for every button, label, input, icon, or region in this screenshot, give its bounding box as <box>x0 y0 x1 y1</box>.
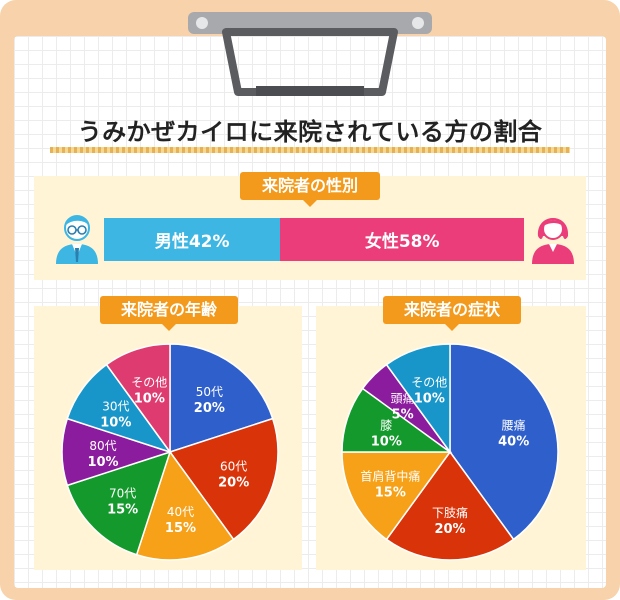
age-slice-0 <box>169 343 274 454</box>
male-label: 男性42% <box>154 232 230 252</box>
symptom-slice-value-4: 5% <box>392 408 414 423</box>
clipboard-clip-icon <box>188 12 432 96</box>
gender-bar: 男性42% 女性58% <box>104 218 524 261</box>
age-slice-label-2: 40代 <box>167 505 194 519</box>
age-slice-value-1: 20% <box>218 476 249 491</box>
age-slice-label-4: 80代 <box>89 439 116 453</box>
page-title: うみかぜカイロに来院されている方の割合 <box>77 118 543 146</box>
age-heading: 来院者の年齢 <box>100 296 238 331</box>
age-slice-label-6: その他 <box>131 375 167 389</box>
symptom-slice-label-0: 腰痛 <box>502 417 526 432</box>
age-slice-label-3: 70代 <box>109 486 136 500</box>
symptom-slice-1 <box>385 450 515 561</box>
age-slice-value-0: 20% <box>194 401 225 416</box>
age-slice-2 <box>135 450 235 561</box>
age-slice-label-0: 50代 <box>196 385 223 399</box>
age-slice-label-5: 30代 <box>102 400 129 414</box>
age-slice-value-3: 15% <box>107 502 138 517</box>
male-segment: 男性42% <box>104 218 281 261</box>
symptom-slice-label-5: その他 <box>411 375 447 389</box>
symptom-slice-5 <box>385 343 451 455</box>
symptom-slice-2 <box>341 451 452 541</box>
age-pie-chart: 50代 20% 60代 20% 40代 15% 70代 15% 80代 10% 30代 10% その他 1… <box>61 343 279 561</box>
age-slice-value-6: 10% <box>134 391 165 406</box>
age-slice-1 <box>168 417 279 541</box>
age-slice-value-5: 10% <box>100 416 131 431</box>
symptom-slice-value-2: 15% <box>375 485 406 500</box>
symptom-slice-value-1: 20% <box>434 522 465 537</box>
symptom-slice-value-0: 40% <box>498 434 529 449</box>
symptom-slice-label-3: 膝 <box>380 418 392 432</box>
female-segment: 女性58% <box>280 218 524 261</box>
female-label: 女性58% <box>364 232 440 252</box>
symptom-slice-value-3: 10% <box>371 434 402 449</box>
age-slice-value-2: 15% <box>165 521 196 536</box>
age-slice-value-4: 10% <box>87 455 118 470</box>
title-underline <box>50 147 570 153</box>
symptom-slice-0 <box>449 343 559 541</box>
symptom-slice-label-2: 首肩背中痛 <box>360 468 420 483</box>
age-slice-6 <box>105 343 171 455</box>
symptom-heading: 来院者の症状 <box>383 296 521 331</box>
symptom-slice-label-1: 下肢痛 <box>432 505 468 520</box>
female-person-icon <box>532 218 574 264</box>
symptom-slice-value-5: 10% <box>414 391 445 406</box>
male-person-icon <box>56 215 98 264</box>
age-slice-label-1: 60代 <box>220 460 247 474</box>
gender-heading: 来院者の性別 <box>240 172 380 207</box>
